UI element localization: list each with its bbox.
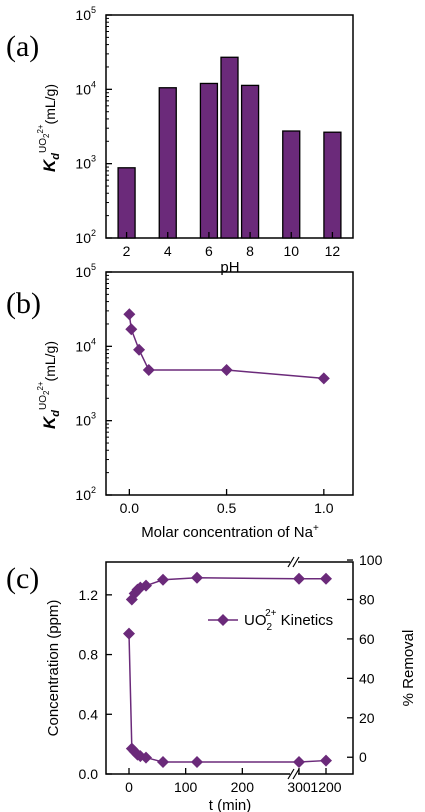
panel-a-ylabel: KdUO22+(mL/g) <box>36 84 62 172</box>
data-point <box>125 323 138 336</box>
y-tick-label: 102 <box>75 485 96 503</box>
panel-a-xlabel: pH <box>220 259 239 276</box>
x-tick-label: 200 <box>231 779 255 795</box>
y-tick-label-left: 0.4 <box>79 706 99 722</box>
data-point-left <box>191 756 203 769</box>
x-tick-label: 6 <box>205 243 213 259</box>
y-tick-label-right: 80 <box>359 591 375 607</box>
series-line-left <box>128 633 327 763</box>
data-point-right <box>293 572 305 585</box>
ylabel-unit: (mL/g) <box>42 341 58 381</box>
ylabel-sup-sub: 2 <box>42 133 51 138</box>
ylabel-sup-uo: UO <box>38 395 49 410</box>
x-tick-label: 0.5 <box>217 500 237 516</box>
ylabel-sub-d: d <box>50 153 62 160</box>
panel-b-label: (b) <box>6 287 41 320</box>
panel-c-ylabel-left: Concentration (ppm) <box>45 600 62 737</box>
ylabel-sub-d: d <box>50 410 62 417</box>
data-point-left <box>293 756 305 769</box>
y-tick-label-right: 40 <box>359 670 375 686</box>
bar-ph-10 <box>282 130 301 239</box>
axis-break-top <box>287 556 300 568</box>
y-tick-label: 104 <box>75 79 96 97</box>
data-point <box>133 343 146 356</box>
data-point-right <box>140 579 152 592</box>
panel-c: (c) 0 100 200 300 1200 0.0 0.4 0.8 1.2 0 20 40 60 8… <box>6 552 417 812</box>
ylabel-unit: (mL/g) <box>42 84 58 124</box>
y-tick-label: 104 <box>75 336 96 354</box>
x-tick-label: 1200 <box>310 779 341 795</box>
data-point <box>220 364 233 377</box>
data-point-right <box>157 573 169 586</box>
x-tick-label: 100 <box>174 779 198 795</box>
ylabel-sup-charge: 2+ <box>36 124 45 133</box>
panel-b: (b) 0.0 0.5 1.0 102 103 104 105 Molar concent… <box>6 262 354 541</box>
ylabel-k: K <box>40 158 59 172</box>
x-tick-label: 300 <box>287 779 311 795</box>
x-tick-label: 10 <box>283 243 299 259</box>
ylabel-sup-charge: 2+ <box>36 381 45 390</box>
y-tick-label: 105 <box>75 262 96 280</box>
y-tick-label: 105 <box>75 5 96 23</box>
data-point <box>317 372 330 385</box>
data-point-left <box>157 756 169 769</box>
panel-c-plot-frame <box>105 561 354 775</box>
bar-ph-8 <box>240 84 260 239</box>
y-tick-label: 103 <box>75 154 96 172</box>
x-tick-label: 0.0 <box>120 500 140 516</box>
panel-b-ylabel: KdUO22+(mL/g) <box>36 341 62 429</box>
legend: UO22+ Kinetics <box>208 608 333 633</box>
ylabel-sup-sub: 2 <box>42 390 51 395</box>
data-point <box>123 308 136 321</box>
ylabel-k: K <box>40 415 59 429</box>
y-tick-label-right: 60 <box>359 631 375 647</box>
bar-ph-4 <box>158 87 177 239</box>
y-tick-label-left: 1.2 <box>79 587 99 603</box>
data-point-right <box>191 571 203 584</box>
panel-a-label: (a) <box>6 30 39 63</box>
legend-marker <box>217 614 229 626</box>
x-tick-label: 0 <box>125 779 133 795</box>
y-tick-label: 103 <box>75 411 96 429</box>
x-tick-label: 4 <box>164 243 172 259</box>
x-tick-label: 8 <box>246 243 254 259</box>
x-tick-label: 1.0 <box>314 500 334 516</box>
ylabel-sup-uo: UO <box>38 138 49 153</box>
bar-ph-6 <box>199 82 219 239</box>
y-tick-label-right: 100 <box>359 552 383 568</box>
data-point <box>142 364 155 377</box>
data-point-left <box>320 754 332 767</box>
bar-ph-12 <box>323 131 342 239</box>
panel-c-xlabel: t (min) <box>209 797 252 812</box>
legend-label: UO22+ Kinetics <box>244 608 333 633</box>
y-tick-label: 102 <box>75 228 96 246</box>
axis-break-bottom <box>287 768 300 780</box>
y-tick-label-left: 0.0 <box>79 766 99 782</box>
panel-c-ylabel-right: % Removal <box>400 630 417 707</box>
panel-b-xlabel: Molar concentration of Na+ <box>141 523 319 541</box>
panel-b-plot-frame <box>105 271 354 496</box>
data-point-left <box>140 751 152 764</box>
panel-c-label: (c) <box>6 562 39 595</box>
x-tick-label: 2 <box>123 243 131 259</box>
y-tick-label-left: 0.8 <box>79 647 99 663</box>
bar-ph-2 <box>117 167 136 239</box>
y-tick-label-right: 20 <box>359 710 375 726</box>
data-point-right <box>320 572 332 585</box>
y-tick-label-right: 0 <box>359 749 367 765</box>
data-point-left <box>123 627 135 640</box>
bar-ph-7 <box>220 56 239 239</box>
x-tick-label: 12 <box>325 243 341 259</box>
